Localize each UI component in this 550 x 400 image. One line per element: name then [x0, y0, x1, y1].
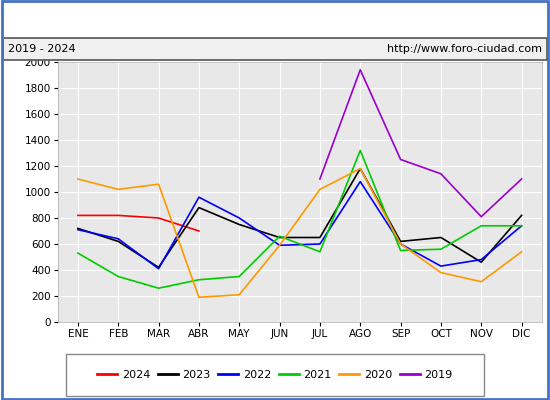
Legend: 2024, 2023, 2022, 2021, 2020, 2019: 2024, 2023, 2022, 2021, 2020, 2019 — [93, 366, 457, 384]
Text: 2019 - 2024: 2019 - 2024 — [8, 44, 76, 54]
Text: Evolucion Nº Turistas Nacionales en el municipio de Bienvenida: Evolucion Nº Turistas Nacionales en el m… — [63, 12, 487, 26]
Text: http://www.foro-ciudad.com: http://www.foro-ciudad.com — [387, 44, 542, 54]
